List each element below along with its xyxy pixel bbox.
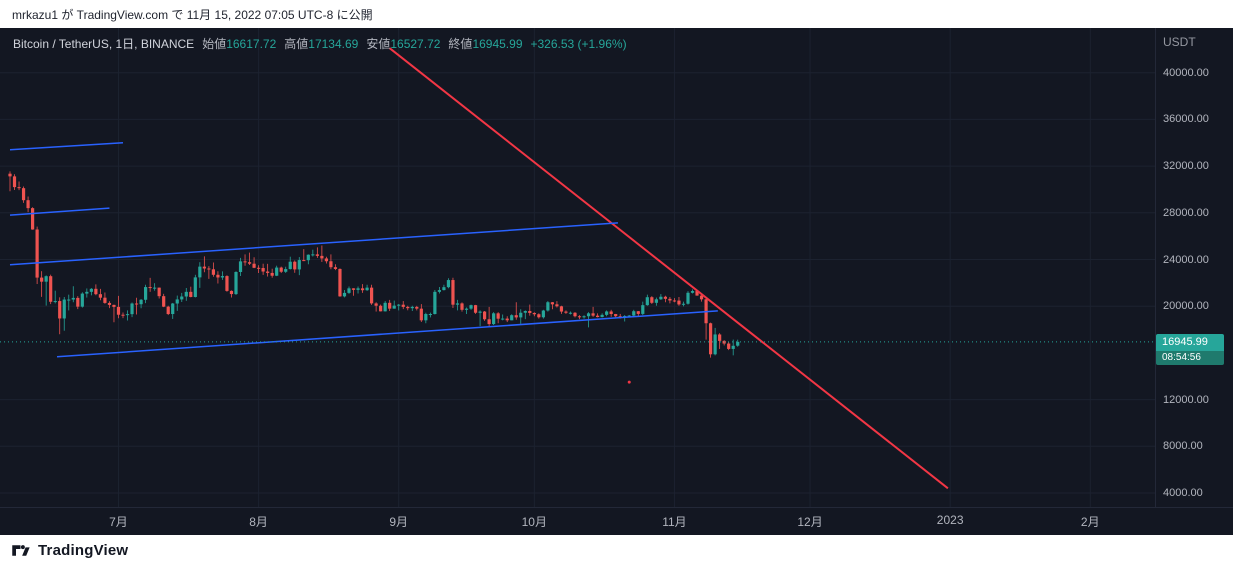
red-dot-marker: [627, 380, 631, 384]
channel-line-lower[interactable]: [56, 310, 718, 358]
price-tick-label: 20000.00: [1163, 300, 1209, 313]
last-price: 16945.99: [1156, 333, 1224, 351]
close-value: 16945.99: [472, 37, 523, 51]
price-tick-label: 32000.00: [1163, 160, 1209, 173]
symbol-title[interactable]: Bitcoin / TetherUS, 1日, BINANCE: [13, 37, 195, 51]
price-tick-label: 8000.00: [1163, 440, 1203, 453]
price-tick-label: 4000.00: [1163, 487, 1203, 499]
bar-countdown: 08:54:56: [1156, 350, 1224, 365]
price-tick-label: 28000.00: [1163, 206, 1209, 219]
price-tick-label: 12000.00: [1163, 393, 1209, 406]
last-price-badge: 16945.99 08:54:56: [1156, 333, 1224, 365]
channel-line-upper-2[interactable]: [9, 207, 110, 216]
low-label: 安値: [366, 37, 391, 51]
time-axis-label: 11月: [662, 515, 687, 529]
candlestick-chart[interactable]: [0, 28, 1233, 535]
high-label: 高値: [284, 37, 309, 51]
grid-layer: [0, 28, 1155, 507]
chart-panel: Bitcoin / TetherUS, 1日, BINANCE 始値16617.7…: [0, 28, 1233, 535]
chart-legend: Bitcoin / TetherUS, 1日, BINANCE 始値16617.7…: [13, 35, 627, 52]
tradingview-wordmark[interactable]: TradingView: [38, 541, 129, 559]
time-axis-label: 2023: [936, 513, 964, 527]
price-tick-label: 24000.00: [1163, 253, 1209, 266]
open-label: 始値: [202, 37, 227, 51]
descending-resistance-line[interactable]: [389, 47, 949, 490]
channel-line-middle[interactable]: [9, 222, 618, 266]
time-axis[interactable]: 7月 8月 9月 10月 11月 12月 2023 2月: [0, 507, 1233, 535]
publish-text: mrkazu1 が TradingView.com で 11月 15, 2022…: [12, 7, 373, 22]
low-value: 16527.72: [390, 37, 441, 51]
trendlines-layer: [9, 47, 949, 490]
time-axis-label: 8月: [249, 515, 268, 529]
price-tick-label: 36000.00: [1163, 113, 1209, 126]
footer-bar: TradingView: [0, 535, 1233, 565]
price-axis[interactable]: 40000.00 36000.00 32000.00 28000.00 24000.00…: [1156, 28, 1233, 507]
candles-layer: [8, 171, 740, 358]
tradingview-logo-icon[interactable]: [10, 540, 31, 561]
quote-currency-label: USDT: [1163, 35, 1196, 49]
time-axis-label: 7月: [109, 515, 128, 529]
time-axis-label: 2月: [1080, 515, 1100, 529]
close-label: 終値: [448, 37, 473, 51]
channel-line-upper-1[interactable]: [9, 142, 124, 151]
time-axis-label: 9月: [389, 515, 409, 529]
high-value: 17134.69: [308, 37, 359, 51]
time-axis-label: 10月: [521, 515, 547, 529]
price-tick-label: 40000.00: [1163, 66, 1209, 79]
change-value: +326.53 (+1.96%): [530, 37, 627, 51]
publish-bar: mrkazu1 が TradingView.com で 11月 15, 2022…: [0, 0, 1233, 28]
open-value: 16617.72: [226, 37, 277, 51]
time-axis-label: 12月: [797, 515, 823, 529]
